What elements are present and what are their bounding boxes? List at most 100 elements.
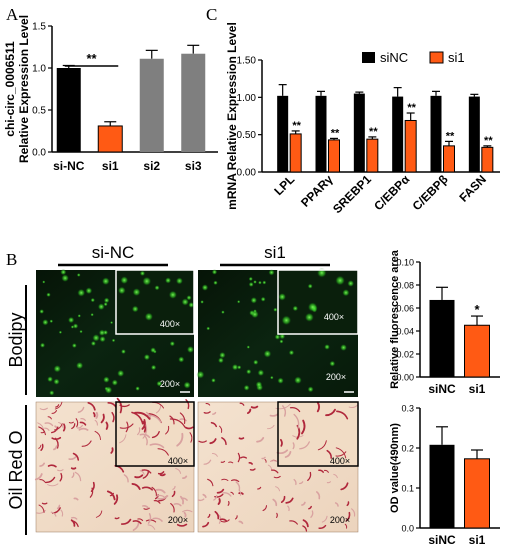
lipid-droplet: [90, 340, 97, 347]
lipid-droplet: [120, 349, 126, 355]
x-tick-label: si3: [185, 159, 202, 173]
lipid-droplet: [103, 376, 110, 383]
stained-cell: [92, 412, 96, 418]
lipid-droplet: [168, 290, 178, 299]
stained-cell: [38, 444, 42, 449]
stained-cell: [105, 421, 109, 430]
stained-cell: [142, 420, 147, 433]
stained-cell: [142, 470, 150, 479]
lipid-droplet: [53, 378, 60, 385]
stained-cell: [146, 414, 162, 423]
lipid-droplet: [307, 386, 314, 393]
legend-label-sinc: siNC: [380, 50, 408, 65]
stained-cell: [152, 517, 163, 522]
stained-cell: [145, 519, 157, 523]
stained-cell: [142, 423, 148, 439]
inset-stained-cells: [116, 397, 194, 456]
stained-cell: [185, 399, 190, 410]
lipid-droplet: [99, 335, 106, 343]
stained-cell: [153, 500, 161, 504]
micrograph-bodipy-si-nc: 400× 200×: [36, 269, 195, 397]
stained-cell: [80, 418, 86, 422]
stained-cell: [95, 411, 99, 419]
lipid-droplet: [178, 356, 185, 363]
stained-cell: [57, 469, 64, 472]
y-tick-label: 0.0: [401, 524, 414, 534]
inset-magnification: 400×: [168, 456, 188, 466]
stained-cell: [261, 456, 266, 460]
stained-cell: [38, 504, 45, 513]
stained-cell: [55, 404, 60, 408]
y-axis-label: chi-circ_0006511: [3, 41, 17, 137]
x-tick-label: FASN: [456, 172, 489, 205]
stained-cell: [176, 432, 184, 447]
y-tick-label: 0.00: [396, 373, 414, 383]
stained-cell: [123, 474, 129, 483]
stained-cell: [36, 509, 46, 514]
stained-cell: [141, 469, 152, 474]
inset-stained-cells: [275, 401, 358, 459]
stained-cell: [54, 401, 63, 410]
stained-cell: [89, 487, 94, 498]
lipid-droplet: [42, 280, 46, 284]
stained-cell: [184, 426, 194, 430]
inset-frame: [277, 401, 359, 467]
stained-cell: [47, 416, 52, 420]
lipid-droplet: [181, 298, 189, 306]
y-tick-label: 0.10: [396, 258, 414, 268]
stained-cell: [44, 422, 54, 427]
y-tick-label: 1.00: [237, 93, 257, 104]
stained-cell: [316, 401, 321, 413]
lipid-droplet: [90, 313, 94, 317]
stained-cell: [221, 437, 227, 446]
micrograph-oil-red-o-si-nc: 400× 200×: [34, 397, 195, 533]
stained-cell: [34, 473, 43, 481]
stained-cell: [74, 471, 82, 482]
significance-label: *: [474, 302, 480, 317]
lipid-droplet: [164, 277, 172, 284]
stained-cell: [100, 413, 105, 424]
inset-frame: [115, 401, 195, 467]
panel-letter-c: C: [206, 5, 217, 24]
lipid-droplet: [260, 296, 266, 302]
lipid-droplet: [324, 344, 330, 350]
bar-sinc: [392, 96, 404, 172]
lipid-droplet: [253, 359, 259, 365]
significance-label: **: [446, 130, 455, 142]
stained-cell: [147, 513, 152, 524]
stained-cell: [125, 421, 129, 433]
stained-cell: [71, 423, 76, 430]
lipid-droplet: [120, 276, 129, 285]
lipid-droplet: [47, 376, 54, 383]
lipid-droplet: [270, 375, 274, 380]
stained-cell: [351, 508, 356, 517]
lipid-droplet: [294, 376, 302, 385]
lipid-droplet: [150, 347, 156, 354]
row-label-bodipy: Bodipy: [6, 312, 26, 367]
stained-cell: [41, 502, 48, 505]
significance-label: **: [331, 127, 340, 139]
lipid-droplet: [262, 280, 267, 285]
x-tick-label: siNC: [428, 533, 456, 547]
bar-si3: [181, 53, 206, 152]
lipid-droplet: [71, 343, 77, 349]
micrograph-bodipy-si1: 400× 200×: [196, 267, 359, 397]
stained-cell: [182, 475, 188, 480]
stained-cell: [282, 405, 287, 417]
x-tick-label: si1: [469, 533, 486, 547]
lipid-droplet: [248, 276, 253, 282]
stained-cell: [267, 464, 273, 471]
stained-cells: [34, 401, 193, 531]
stained-cell: [321, 515, 328, 523]
stained-cell: [141, 486, 153, 491]
stained-cell: [159, 473, 166, 477]
stained-cell: [289, 520, 298, 525]
stained-cell: [237, 452, 241, 463]
lipid-droplet: [278, 293, 287, 301]
stained-cell: [250, 405, 259, 409]
stained-cell: [39, 462, 45, 467]
lipid-droplet: [77, 314, 81, 318]
stained-cell: [119, 434, 127, 444]
stained-cell: [325, 408, 336, 417]
chart-b-od: 0.0 0.1 0.2 0.3OD value(490nm) siNC si1: [389, 404, 500, 547]
